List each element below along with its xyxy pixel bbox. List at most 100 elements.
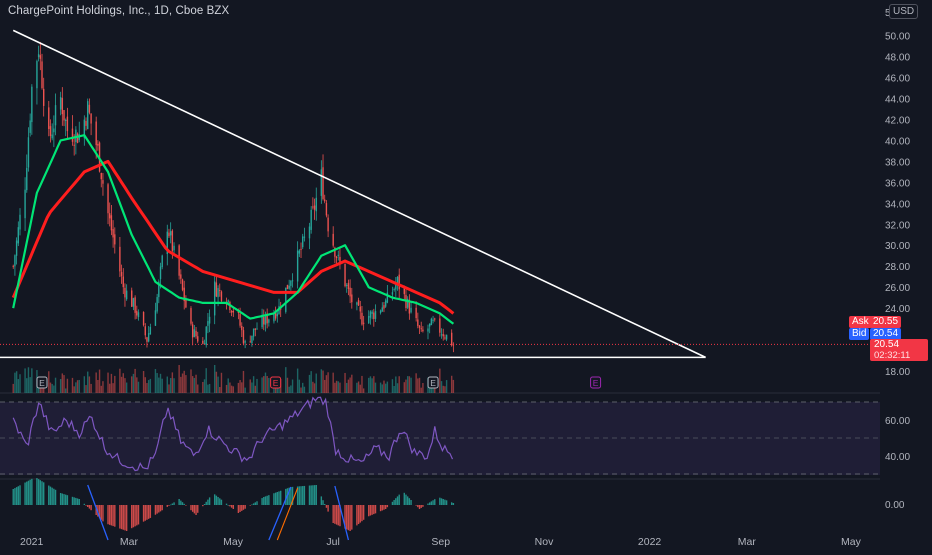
price-axis-label: 28.00 <box>885 262 910 273</box>
macd-histogram-bar <box>280 490 282 505</box>
macd-histogram-bar <box>327 505 329 512</box>
volume-bar <box>54 377 57 393</box>
volume-bar <box>383 380 385 393</box>
volume-bar <box>313 383 316 393</box>
volume-bar <box>263 376 265 393</box>
candle-body <box>134 297 136 313</box>
volume-bar <box>202 381 204 393</box>
macd-histogram-bar <box>396 496 399 505</box>
volume-bar <box>325 375 328 393</box>
candle-body <box>290 280 292 286</box>
candle-body <box>142 311 145 326</box>
macd-histogram-bar <box>132 505 135 528</box>
macd-histogram-bar <box>384 505 387 509</box>
candle-body <box>220 291 223 301</box>
candle-body <box>173 245 175 251</box>
volume-bar <box>71 377 74 393</box>
volume-bar <box>185 375 187 393</box>
volume-bar <box>26 378 28 393</box>
currency-badge[interactable]: USD <box>889 4 919 19</box>
macd-histogram-bar <box>88 505 91 509</box>
price-axis-label: 50.00 <box>885 32 910 43</box>
candle-body <box>43 88 45 106</box>
volume-bar <box>219 387 221 393</box>
macd-histogram-bar <box>445 500 448 505</box>
macd-line <box>268 486 292 541</box>
volume-bar <box>17 379 20 393</box>
macd-histogram-bar <box>373 505 375 515</box>
rsi-axis-label: 60.00 <box>885 416 910 427</box>
candle-body <box>249 341 251 343</box>
volume-bar <box>166 376 168 393</box>
candle-body <box>422 329 424 332</box>
price-axis-label: 18.00 <box>885 367 910 378</box>
macd-histogram-bar <box>185 505 187 506</box>
macd-histogram-bar <box>325 505 328 508</box>
macd-histogram-bar <box>215 495 218 505</box>
volume-bar <box>422 382 424 393</box>
volume-bar <box>27 367 30 393</box>
macd-histogram-bar <box>75 497 77 505</box>
macd-line <box>87 484 109 541</box>
macd-histogram-bar <box>444 499 446 505</box>
candle-body <box>51 134 53 139</box>
price-axis-label: 36.00 <box>885 178 910 189</box>
volume-bar <box>124 378 126 393</box>
macd-histogram-bar <box>440 498 443 505</box>
candle-body <box>276 313 279 317</box>
macd-histogram-bar <box>368 505 370 517</box>
volume-bar <box>51 383 53 393</box>
candle-body <box>403 287 405 295</box>
macd-histogram-bar <box>85 505 87 506</box>
volume-bar <box>300 387 302 393</box>
volume-bar <box>344 372 346 393</box>
candle-body <box>406 298 409 308</box>
macd-histogram-bar <box>125 505 128 531</box>
candle-body <box>256 328 258 330</box>
candle-body <box>205 326 207 346</box>
macd-histogram-bar <box>310 485 312 505</box>
candle-body <box>288 285 290 289</box>
volume-bar <box>386 381 389 393</box>
macd-histogram-bar <box>203 504 206 505</box>
price-axis-label: 38.00 <box>885 157 910 168</box>
macd-histogram-bar <box>417 505 419 508</box>
volume-bar <box>158 377 160 393</box>
volume-bar <box>183 370 185 393</box>
candle-body <box>300 248 302 250</box>
symbol-title[interactable]: ChargePoint Holdings, Inc., 1D, Cboe BZX <box>8 5 230 17</box>
volume-bar <box>356 382 358 393</box>
volume-bar <box>335 380 338 393</box>
volume-bar <box>14 372 16 393</box>
volume-bar <box>220 372 223 393</box>
bar-countdown: 02:32:11 <box>874 350 911 361</box>
macd-histogram-bar <box>254 502 257 505</box>
volume-bar <box>107 372 109 393</box>
macd-histogram-bar <box>100 505 102 520</box>
candle-body <box>298 250 301 254</box>
volume-bar <box>227 378 229 393</box>
macd-histogram-bar <box>312 485 314 505</box>
candle-body <box>217 288 219 298</box>
volume-bar <box>95 372 97 393</box>
candle-body <box>76 133 79 143</box>
candle-body <box>430 318 433 326</box>
volume-bar <box>48 371 50 393</box>
candle-body <box>254 328 257 330</box>
macd-histogram-bar <box>73 497 75 505</box>
macd-histogram-bar <box>29 479 31 505</box>
candle-body <box>54 105 57 126</box>
volume-bar <box>373 376 375 393</box>
macd-histogram-bar <box>159 505 162 512</box>
volume-bar <box>347 379 350 393</box>
volume-bar <box>432 387 434 393</box>
volume-bar <box>136 377 138 393</box>
candle-body <box>97 144 99 146</box>
macd-histogram-bar <box>107 505 109 525</box>
volume-bar <box>53 385 55 393</box>
volume-bar <box>12 383 14 393</box>
macd-histogram-bar <box>120 505 123 530</box>
macd-histogram-bar <box>71 496 74 505</box>
